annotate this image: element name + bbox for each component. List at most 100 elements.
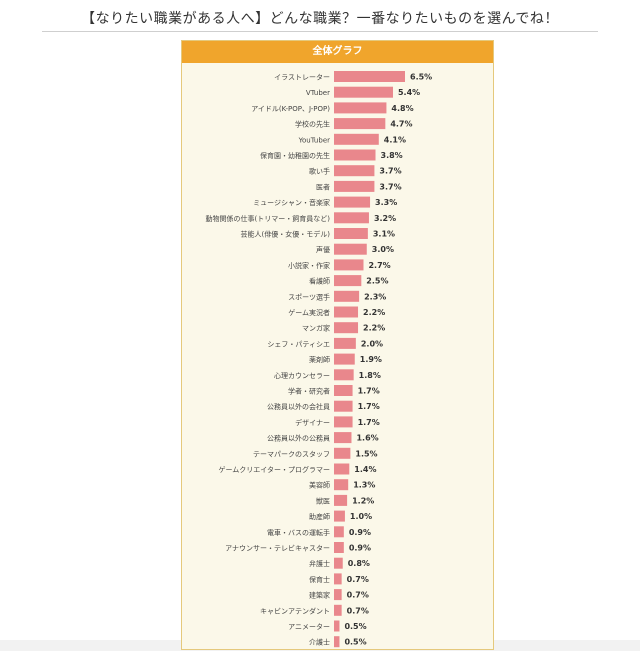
value-label: 1.4% bbox=[354, 465, 376, 474]
category-label: 公務員以外の会社員 bbox=[267, 402, 330, 411]
category-label: 介護士 bbox=[309, 638, 330, 647]
bar bbox=[334, 228, 368, 239]
bar bbox=[334, 526, 344, 538]
bar bbox=[334, 118, 386, 130]
category-label: 学者・研究者 bbox=[288, 387, 330, 396]
bar bbox=[334, 400, 353, 412]
category-label: ミュージシャン・音楽家 bbox=[253, 198, 330, 207]
value-label: 2.0% bbox=[361, 339, 383, 348]
bar bbox=[334, 337, 356, 349]
bar bbox=[334, 322, 359, 334]
value-label: 0.9% bbox=[349, 528, 371, 537]
bar bbox=[334, 180, 375, 192]
bar bbox=[334, 243, 367, 255]
category-label: 公務員以外の公務員 bbox=[267, 434, 330, 443]
category-label: 獣医 bbox=[316, 496, 330, 505]
value-label: 1.9% bbox=[360, 355, 382, 364]
value-label: 2.2% bbox=[363, 324, 385, 333]
bar bbox=[334, 573, 342, 585]
value-label: 2.3% bbox=[364, 292, 386, 301]
value-label: 3.2% bbox=[374, 214, 396, 223]
bar bbox=[334, 306, 359, 318]
value-label: 0.5% bbox=[344, 622, 366, 631]
bar bbox=[334, 290, 360, 302]
category-label: イラストレーター bbox=[274, 73, 330, 82]
value-label: 3.7% bbox=[379, 167, 401, 176]
value-label: 3.0% bbox=[372, 245, 394, 254]
category-label: 動物関係の仕事(トリマー・飼育員など) bbox=[206, 214, 331, 223]
value-label: 1.6% bbox=[356, 434, 378, 443]
value-label: 6.5% bbox=[410, 73, 432, 82]
value-label: 0.7% bbox=[347, 606, 369, 615]
value-label: 3.3% bbox=[375, 198, 397, 207]
bar bbox=[334, 447, 351, 459]
value-label: 1.8% bbox=[359, 371, 381, 380]
category-label: 小説家・作家 bbox=[288, 261, 330, 270]
value-label: 2.2% bbox=[363, 308, 385, 317]
category-label: 看護師 bbox=[309, 277, 330, 286]
value-label: 0.5% bbox=[344, 638, 366, 647]
value-label: 1.2% bbox=[352, 496, 374, 505]
value-label: 1.7% bbox=[358, 387, 380, 396]
category-label: 芸能人(俳優・女優・モデル) bbox=[241, 230, 331, 239]
bar bbox=[334, 133, 379, 145]
bar bbox=[334, 385, 353, 396]
bar bbox=[334, 71, 405, 82]
chart-panel: 全体グラフ イラストレーター 6.5% VTuber 5.4% アイドル(K-POP、J… bbox=[181, 40, 494, 650]
value-label: 3.1% bbox=[373, 230, 395, 239]
bar bbox=[334, 149, 376, 161]
value-label: 1.0% bbox=[350, 512, 372, 521]
value-label: 1.3% bbox=[353, 481, 375, 490]
category-label: 薬剤師 bbox=[309, 355, 330, 364]
bar bbox=[334, 479, 349, 491]
category-label: 心理カウンセラー bbox=[274, 372, 330, 380]
bar bbox=[334, 604, 342, 616]
category-label: ゲーム実況者 bbox=[288, 308, 330, 317]
category-label: VTuber bbox=[306, 89, 330, 97]
category-label: 保育士 bbox=[309, 575, 330, 584]
bar bbox=[334, 196, 371, 208]
bar bbox=[334, 165, 375, 177]
value-label: 4.8% bbox=[391, 104, 413, 113]
bar bbox=[334, 102, 387, 114]
bar-chart: イラストレーター 6.5% VTuber 5.4% アイドル(K-POP、J-POP) 4… bbox=[206, 71, 432, 648]
category-label: 電車・バスの運転手 bbox=[267, 528, 330, 537]
bar bbox=[334, 589, 342, 601]
bar bbox=[334, 620, 340, 632]
bar bbox=[334, 275, 362, 287]
value-label: 0.7% bbox=[347, 575, 369, 584]
category-label: 建築家 bbox=[309, 591, 330, 600]
value-label: 0.8% bbox=[348, 559, 370, 568]
category-label: ゲームクリエイター・プログラマー bbox=[218, 465, 330, 474]
category-label: 声優 bbox=[316, 245, 330, 254]
category-label: キャビンアテンダント bbox=[260, 606, 330, 615]
category-label: アニメーター bbox=[288, 622, 330, 631]
category-label: アイドル(K-POP、J-POP) bbox=[251, 105, 330, 113]
bar bbox=[334, 369, 354, 381]
category-label: 学校の先生 bbox=[295, 120, 330, 129]
bar bbox=[334, 510, 345, 522]
heading-divider bbox=[42, 31, 598, 32]
bar bbox=[334, 212, 369, 224]
value-label: 2.7% bbox=[368, 261, 390, 270]
category-label: テーマパークのスタッフ bbox=[253, 449, 330, 458]
category-label: 歌い手 bbox=[309, 167, 330, 176]
bar bbox=[334, 542, 344, 553]
value-label: 0.7% bbox=[347, 591, 369, 600]
chart-title: 全体グラフ bbox=[182, 41, 493, 63]
bar bbox=[334, 557, 343, 569]
value-label: 3.7% bbox=[379, 182, 401, 191]
category-label: 保育園・幼稚園の先生 bbox=[260, 151, 330, 160]
bar bbox=[334, 259, 364, 271]
category-label: アナウンサー・テレビキャスター bbox=[225, 544, 330, 553]
page-heading: 【なりたい職業がある人へ】どんな職業？一番なりたいものを選んでね！ bbox=[81, 11, 559, 27]
category-label: シェフ・パティシエ bbox=[267, 340, 330, 348]
category-label: 弁護士 bbox=[309, 559, 330, 568]
category-label: YouTuber bbox=[298, 136, 330, 144]
value-label: 1.7% bbox=[358, 418, 380, 427]
bar bbox=[334, 432, 352, 444]
bar bbox=[334, 494, 348, 506]
bar bbox=[334, 463, 350, 475]
value-label: 4.7% bbox=[390, 120, 412, 129]
